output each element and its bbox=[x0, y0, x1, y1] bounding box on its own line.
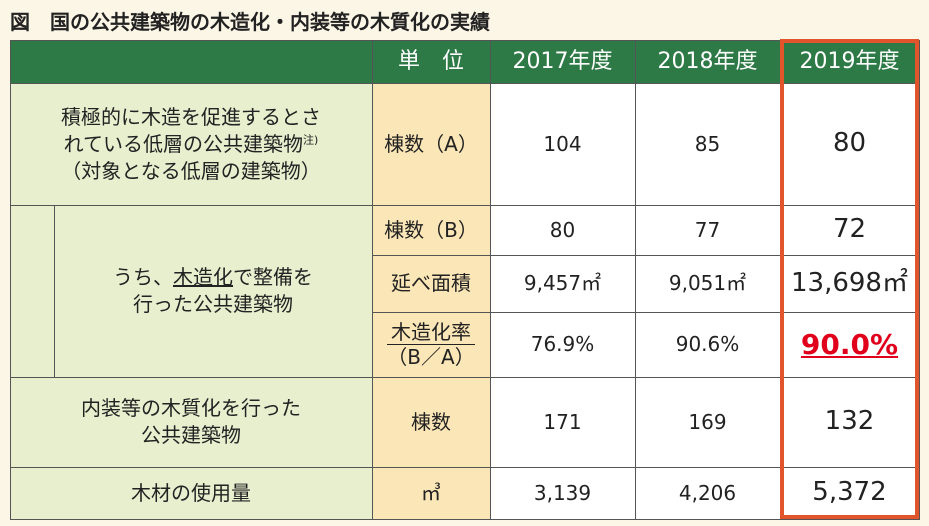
grid-line bbox=[372, 255, 919, 256]
value-floor-area-2018: 9,051㎡ bbox=[635, 255, 780, 312]
unit-timber-volume: ㎥ bbox=[372, 467, 490, 519]
value-wood-rate-2018: 90.6% bbox=[635, 312, 780, 377]
wooden-label-line1: うち、木造化で整備を bbox=[113, 265, 313, 289]
wood-rate-fraction: 木造化率 （B／A） bbox=[387, 320, 475, 369]
value-wooden-count-2019: 72 bbox=[780, 205, 919, 255]
interior-label-line1: 内装等の木質化を行った bbox=[81, 396, 301, 420]
value-wooden-count-2018: 77 bbox=[635, 205, 780, 255]
wooden-label-line2: 行った公共建築物 bbox=[133, 292, 293, 316]
grid-line bbox=[490, 40, 491, 520]
grid-line bbox=[10, 377, 919, 378]
unit-floor-area: 延べ面積 bbox=[372, 255, 490, 312]
page-title: 図 国の公共建築物の木造化・内装等の木質化の実績 bbox=[10, 10, 490, 34]
target-label-line1: 積極的に木造を促進するとさ bbox=[61, 104, 321, 129]
note-marker: 注) bbox=[303, 132, 319, 146]
value-interior-2018: 169 bbox=[635, 377, 780, 467]
target-label-line2: れている低層の公共建築物注) bbox=[63, 131, 319, 156]
grid-line bbox=[372, 312, 919, 313]
value-wood-rate-2019: 90.0% bbox=[780, 312, 919, 377]
grid-line bbox=[54, 205, 55, 377]
value-wooden-count-2017: 80 bbox=[490, 205, 635, 255]
unit-target-count: 棟数（A） bbox=[372, 83, 490, 205]
grid-line bbox=[635, 40, 636, 520]
grid-line bbox=[10, 467, 919, 468]
grid-line bbox=[10, 519, 919, 520]
value-interior-2019: 132 bbox=[780, 377, 919, 467]
header-unit: 単 位 bbox=[372, 40, 490, 83]
grid-line bbox=[372, 40, 373, 520]
grid-line bbox=[10, 40, 11, 520]
value-target-2017: 104 bbox=[490, 83, 635, 205]
header-year-2018: 2018年度 bbox=[635, 40, 780, 83]
header-empty-cell bbox=[10, 40, 372, 83]
value-timber-2018: 4,206 bbox=[635, 467, 780, 519]
header-year-2019: 2019年度 bbox=[780, 40, 919, 83]
grid-line bbox=[919, 40, 920, 520]
value-floor-area-2017: 9,457㎡ bbox=[490, 255, 635, 312]
unit-wooden-count: 棟数（B） bbox=[372, 205, 490, 255]
indent-spacer bbox=[10, 205, 54, 377]
row-label-target: 積極的に木造を促進するとさ れている低層の公共建築物注) （対象となる低層の建築… bbox=[10, 83, 372, 205]
row-label-wooden: うち、木造化で整備を 行った公共建築物 bbox=[54, 205, 372, 377]
value-timber-2019: 5,372 bbox=[780, 467, 919, 519]
value-target-2018: 85 bbox=[635, 83, 780, 205]
unit-interior-count: 棟数 bbox=[372, 377, 490, 467]
value-interior-2017: 171 bbox=[490, 377, 635, 467]
row-label-timber: 木材の使用量 bbox=[10, 467, 372, 519]
value-timber-2017: 3,139 bbox=[490, 467, 635, 519]
highlight-rate-value: 90.0% bbox=[800, 327, 899, 361]
value-wood-rate-2017: 76.9% bbox=[490, 312, 635, 377]
unit-wood-rate: 木造化率 （B／A） bbox=[372, 312, 490, 377]
header-year-2017: 2017年度 bbox=[490, 40, 635, 83]
target-label-line3: （対象となる低層の建築物） bbox=[61, 158, 321, 183]
grid-line bbox=[10, 40, 919, 41]
interior-label-line2: 公共建築物 bbox=[141, 423, 241, 447]
row-label-interior: 内装等の木質化を行った 公共建築物 bbox=[10, 377, 372, 467]
value-target-2019: 80 bbox=[780, 83, 919, 205]
value-floor-area-2019: 13,698㎡ bbox=[780, 255, 919, 312]
grid-line bbox=[10, 205, 919, 206]
grid-line bbox=[10, 83, 919, 84]
